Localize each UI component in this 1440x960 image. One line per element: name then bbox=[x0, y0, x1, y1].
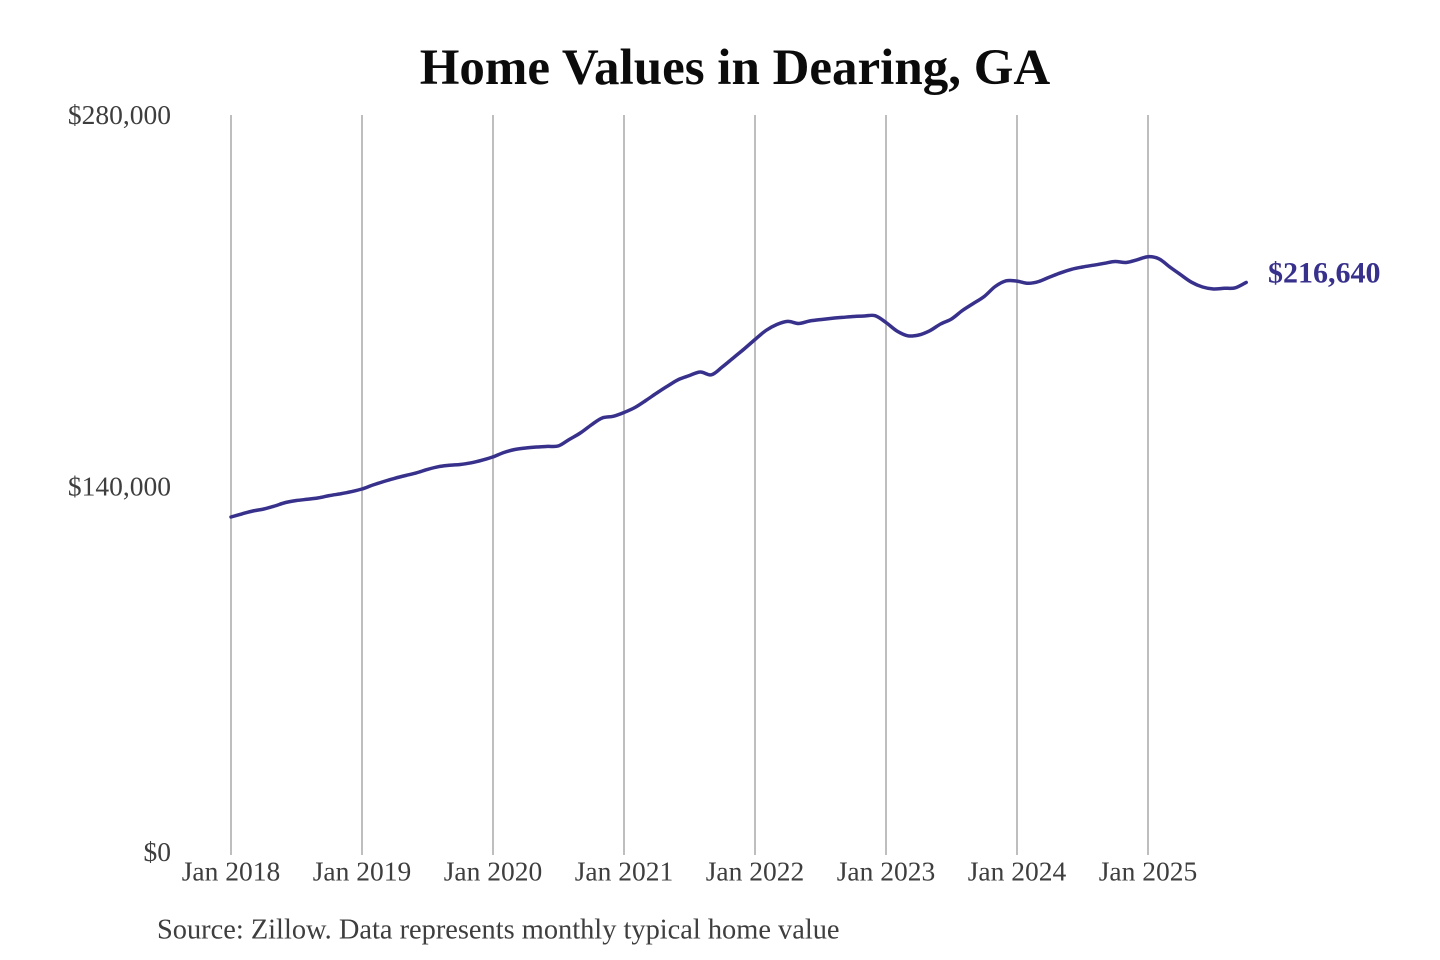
svg-text:Jan 2019: Jan 2019 bbox=[313, 856, 412, 887]
svg-text:Source: Zillow. Data represent: Source: Zillow. Data represents monthly … bbox=[157, 915, 840, 946]
svg-text:Jan 2021: Jan 2021 bbox=[575, 856, 674, 887]
svg-text:Home Values in Dearing, GA: Home Values in Dearing, GA bbox=[420, 40, 1051, 96]
svg-text:Jan 2020: Jan 2020 bbox=[444, 856, 543, 887]
svg-text:Jan 2022: Jan 2022 bbox=[706, 856, 805, 887]
svg-text:Jan 2024: Jan 2024 bbox=[968, 856, 1067, 887]
svg-text:$0: $0 bbox=[144, 836, 172, 867]
svg-text:$280,000: $280,000 bbox=[68, 99, 171, 130]
svg-text:$216,640: $216,640 bbox=[1268, 256, 1381, 289]
svg-text:$140,000: $140,000 bbox=[68, 470, 171, 501]
svg-text:Jan 2023: Jan 2023 bbox=[837, 856, 936, 887]
svg-text:Jan 2025: Jan 2025 bbox=[1099, 856, 1198, 887]
svg-text:Jan 2018: Jan 2018 bbox=[182, 856, 281, 887]
